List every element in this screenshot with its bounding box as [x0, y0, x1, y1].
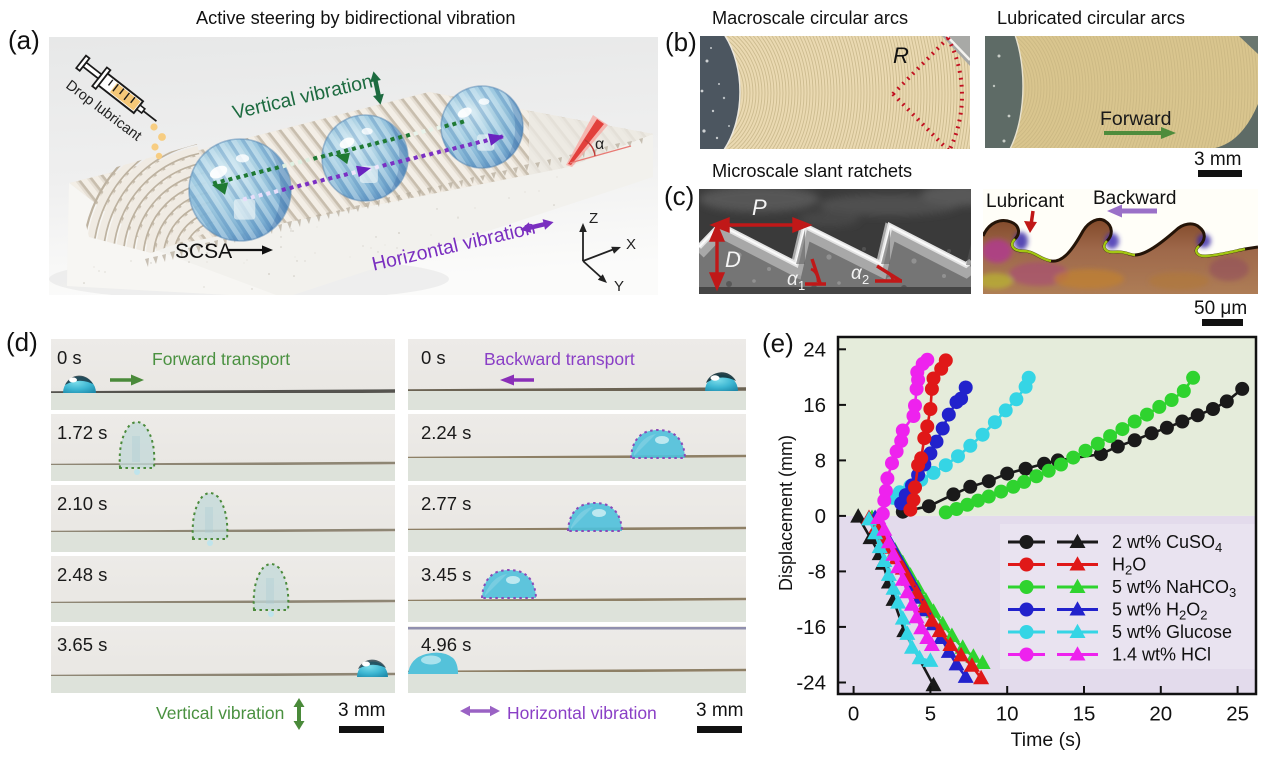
svg-text:1: 1 — [798, 278, 805, 293]
svg-text:α: α — [787, 269, 799, 290]
svg-text:0: 0 — [815, 505, 826, 528]
svg-text:15: 15 — [1073, 703, 1096, 726]
svg-text:20: 20 — [1149, 703, 1172, 726]
svg-text:α: α — [851, 263, 863, 284]
svg-text:Displacement (mm): Displacement (mm) — [776, 435, 796, 591]
svg-text:10: 10 — [996, 703, 1019, 726]
svg-text:H2O: H2O — [1112, 555, 1146, 578]
svg-text:Time (s): Time (s) — [1011, 729, 1082, 751]
svg-text:D: D — [725, 247, 741, 272]
svg-text:5 wt% NaHCO3: 5 wt% NaHCO3 — [1112, 577, 1236, 600]
svg-text:X: X — [626, 236, 636, 253]
svg-text:α: α — [595, 136, 604, 153]
svg-text:8: 8 — [815, 449, 826, 472]
svg-text:24: 24 — [803, 338, 826, 361]
svg-text:1.4 wt% HCl: 1.4 wt% HCl — [1112, 645, 1211, 665]
svg-text:-24: -24 — [796, 672, 826, 695]
svg-text:0: 0 — [848, 703, 859, 726]
svg-text:2: 2 — [862, 272, 869, 287]
svg-text:5 wt% H2O2: 5 wt% H2O2 — [1112, 600, 1208, 623]
svg-text:-16: -16 — [796, 616, 826, 639]
svg-text:Forward: Forward — [1100, 108, 1172, 130]
svg-text:5: 5 — [925, 703, 936, 726]
svg-text:2 wt% CuSO4: 2 wt% CuSO4 — [1112, 532, 1222, 555]
svg-text:Z: Z — [589, 210, 598, 227]
svg-text:-8: -8 — [808, 560, 826, 583]
svg-text:R: R — [893, 43, 909, 68]
svg-text:16: 16 — [803, 394, 826, 417]
svg-text:5 wt% Glucose: 5 wt% Glucose — [1112, 622, 1232, 642]
svg-text:25: 25 — [1226, 703, 1249, 726]
svg-text:Y: Y — [614, 278, 624, 295]
svg-text:P: P — [752, 195, 767, 220]
svg-text:SCSA: SCSA — [175, 240, 232, 263]
